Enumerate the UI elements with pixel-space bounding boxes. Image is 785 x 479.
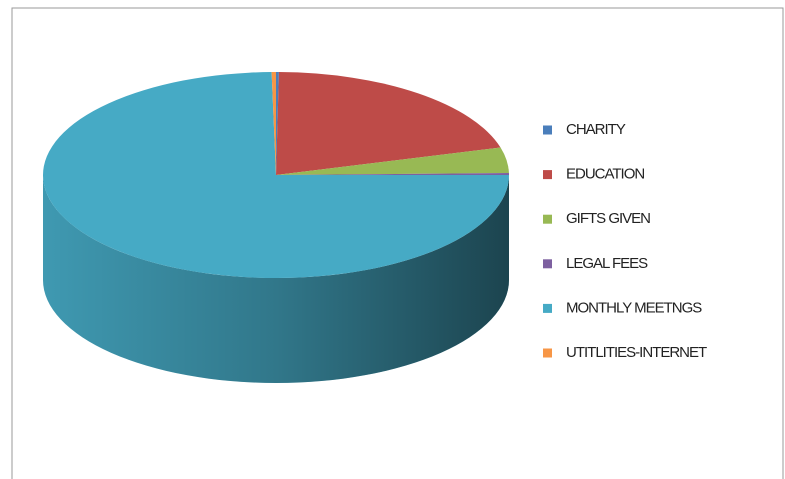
legend-swatch	[543, 214, 552, 224]
frame	[11, 7, 784, 479]
legend-label: MONTHLY MEETNGS	[566, 299, 702, 316]
pie-side-shade	[43, 175, 509, 383]
legend-label: CHARITY	[566, 121, 626, 138]
pie-slice	[276, 72, 279, 175]
pie-slice	[271, 72, 276, 175]
legend-label: EDUCATION	[566, 166, 644, 183]
legend-swatch	[543, 125, 552, 135]
pie-slice	[42, 72, 509, 278]
legend-label: UTITLITIES-INTERNET	[566, 344, 707, 361]
legend-label: GIFTS GIVEN	[566, 210, 650, 227]
legend-label: LEGAL FEES	[566, 255, 648, 272]
legend-swatch	[543, 303, 552, 313]
pie-slice	[276, 173, 509, 175]
legend-swatch	[543, 170, 552, 180]
legend-swatch	[543, 259, 552, 269]
pie-slice	[276, 72, 501, 175]
pie-slice	[276, 147, 509, 175]
legend-swatch	[543, 348, 552, 358]
